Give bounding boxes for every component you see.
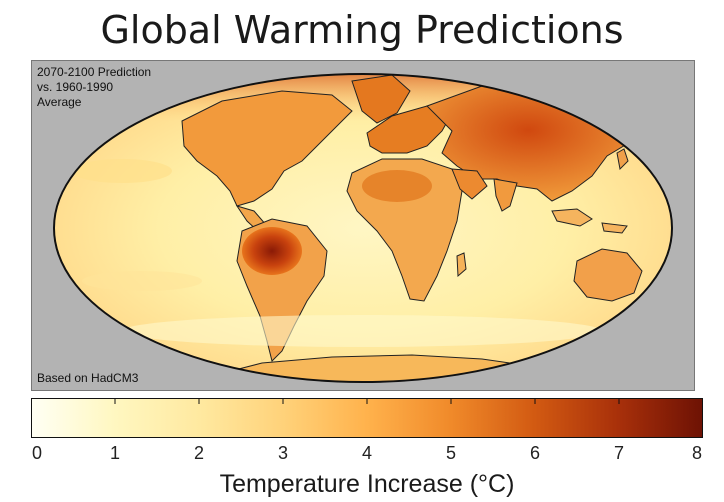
south-pacific-band xyxy=(82,271,202,291)
southern-ocean-band xyxy=(122,315,602,347)
prediction-note-line-3: Average xyxy=(37,95,82,109)
prediction-note-line-2: vs. 1960-1990 xyxy=(37,80,114,94)
model-source-note: Based on HadCM3 xyxy=(37,371,139,385)
map-panel: 2070-2100 Prediction vs. 1960-1990 Avera… xyxy=(31,60,695,391)
sahara-hotspot xyxy=(362,170,432,202)
prediction-period-note: 2070-2100 Prediction vs. 1960-1990 Avera… xyxy=(37,65,151,110)
prediction-note-line-1: 2070-2100 Prediction xyxy=(37,65,152,79)
north-america xyxy=(181,90,353,207)
legend-tick-label-0: 0 xyxy=(31,443,42,463)
arabia xyxy=(451,168,488,200)
new-guinea xyxy=(601,222,628,234)
legend-tick-label-8: 8 xyxy=(691,443,702,463)
legend-tick-label-1: 1 xyxy=(109,443,120,463)
japan xyxy=(616,148,629,171)
legend-colorbar xyxy=(31,398,703,438)
legend-tick-marks xyxy=(31,398,703,404)
page-title: Global Warming Predictions xyxy=(100,8,624,52)
legend-tick-label-7: 7 xyxy=(613,443,624,463)
australia xyxy=(573,248,643,302)
madagascar xyxy=(456,252,467,278)
north-pacific-band xyxy=(72,159,172,183)
india xyxy=(493,178,518,212)
amazon-hotspot xyxy=(242,227,302,275)
legend-axis-label: Temperature Increase (°C) xyxy=(219,470,515,498)
europe xyxy=(366,105,453,154)
se-asia-islands xyxy=(551,208,593,227)
legend-tick-label-3: 3 xyxy=(277,443,288,463)
legend-tick-label-6: 6 xyxy=(529,443,540,463)
world-map xyxy=(53,73,673,383)
globe-outline xyxy=(53,73,673,383)
new-zealand xyxy=(653,305,665,324)
legend-tick-label-5: 5 xyxy=(445,443,456,463)
legend-tick-label-2: 2 xyxy=(193,443,204,463)
legend-tick-label-4: 4 xyxy=(361,443,372,463)
